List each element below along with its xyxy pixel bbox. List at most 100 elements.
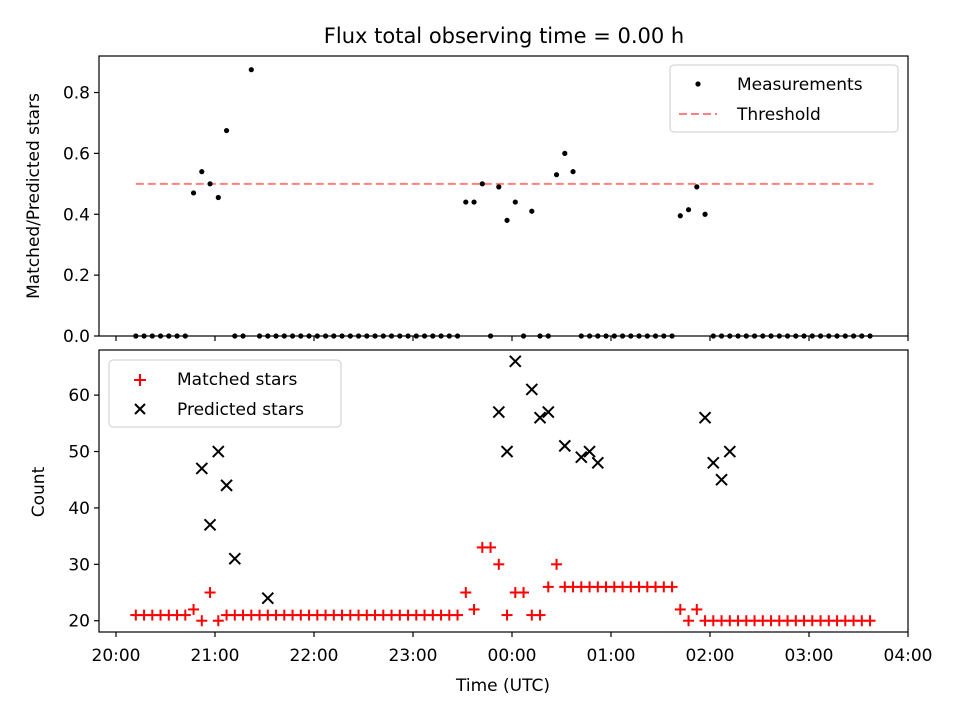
measurement-point: [677, 213, 683, 219]
predicted-star-point: [533, 411, 547, 424]
count-x-tick-label: 01:00: [587, 646, 636, 666]
count-marks: [130, 355, 876, 627]
predicted-star-point: [525, 383, 539, 396]
predicted-star-point: [583, 445, 596, 458]
ratio-panel: 0.00.20.40.60.8 Matched/Predicted stars …: [24, 55, 909, 347]
measurement-point: [215, 194, 221, 201]
predicted-star-point: [195, 462, 209, 475]
ratio-legend: Measurements Threshold: [669, 64, 899, 133]
matched-star-point: [674, 603, 686, 615]
count-y-tick-label: 20: [68, 612, 90, 632]
measurement-point: [223, 127, 230, 134]
matched-star-point: [518, 587, 530, 599]
matched-star-point: [212, 615, 224, 627]
measurement-point: [190, 190, 197, 196]
matched-star-point: [179, 609, 191, 621]
count-x-tick-label: 00:00: [488, 646, 537, 666]
measurement-point: [529, 208, 535, 214]
count-x-axis-label: Time (UTC): [455, 676, 550, 696]
measurement-point: [685, 207, 692, 213]
predicted-star-point: [723, 445, 737, 458]
predicted-star-point: [575, 450, 588, 464]
measurement-point: [512, 199, 518, 205]
count-y-tick-label: 60: [68, 386, 90, 406]
count-legend-box: [108, 359, 342, 428]
matched-star-point: [452, 609, 464, 621]
predicted-star-point: [707, 456, 720, 470]
count-y-axis-label: Count: [29, 466, 49, 517]
count-legend: Matched stars Predicted stars: [108, 359, 342, 428]
matched-star-point: [551, 558, 563, 570]
measurement-point: [570, 169, 576, 175]
count-x-tick-label: 20:00: [92, 646, 141, 666]
legend-marker-predicted: [134, 403, 146, 415]
matched-star-point: [691, 603, 703, 615]
measurement-point: [479, 181, 485, 187]
matched-star-point: [542, 581, 554, 593]
ratio-axes-frame: [98, 55, 909, 337]
count-panel: 20 30 40 50 60 Count 20:00 21:00 22:00 23:00 00:…: [29, 349, 933, 696]
measurement-point: [553, 172, 560, 178]
predicted-star-point: [591, 456, 605, 470]
predicted-star-point: [261, 591, 275, 605]
measurement-point: [562, 150, 568, 156]
predicted-star-point: [698, 411, 712, 424]
count-x-tick-label: 21:00: [191, 646, 240, 666]
predicted-star-point: [220, 479, 233, 492]
ratio-legend-box: [669, 64, 899, 133]
matched-star-point: [501, 609, 513, 621]
matched-star-point: [683, 615, 695, 627]
measurement-point: [504, 217, 510, 223]
ratio-y-tick-label: 0.2: [63, 266, 90, 286]
ratio-y-axis: 0.0 0.2 0.4 0.6 0.8: [63, 84, 99, 347]
matched-star-point: [196, 615, 208, 627]
legend-label-matched: Matched stars: [177, 370, 297, 390]
count-y-tick-label: 40: [68, 499, 90, 519]
matched-star-point: [485, 541, 497, 553]
measurement-point: [248, 67, 254, 73]
matched-star-point: [864, 615, 876, 627]
count-x-tick-label: 23:00: [389, 646, 438, 666]
ratio-y-tick-label: 0.8: [63, 84, 90, 104]
legend-marker-measurements: [695, 81, 701, 87]
count-x-tick-label: 22:00: [290, 646, 339, 666]
count-x-axis: 20:00 21:00 22:00 23:00 00:00 01:00 02:00 03:00…: [92, 632, 933, 666]
legend-label-predicted: Predicted stars: [177, 400, 304, 420]
count-y-tick-label: 50: [68, 443, 90, 463]
predicted-star-point: [203, 518, 217, 532]
chart-title: Flux total observing time = 0.00 h: [324, 24, 684, 48]
matched-star-point: [534, 609, 546, 621]
predicted-star-point: [500, 445, 514, 458]
predicted-star-point: [542, 405, 555, 419]
predicted-star-point: [715, 473, 728, 486]
matched-star-point: [493, 558, 505, 570]
measurement-point: [694, 184, 700, 190]
ratio-x-ticks: [115, 336, 909, 341]
count-y-tick-label: 30: [68, 555, 90, 575]
predicted-star-point: [228, 552, 242, 565]
count-y-axis: 20 30 40 50 60: [68, 386, 99, 632]
matched-star-point: [204, 587, 216, 599]
predicted-star-point: [509, 355, 522, 368]
legend-label-threshold: Threshold: [736, 105, 821, 125]
measurement-point: [207, 181, 213, 187]
predicted-star-point: [212, 445, 225, 458]
matched-star-point: [188, 603, 200, 615]
ratio-y-tick-label: 0.0: [63, 327, 90, 347]
count-x-tick-label: 03:00: [785, 646, 834, 666]
measurement-point: [471, 199, 477, 205]
predicted-star-point: [492, 405, 506, 419]
count-axes-frame: [98, 349, 909, 633]
ratio-y-axis-label: Matched/Predicted stars: [24, 93, 44, 299]
legend-label-measurements: Measurements: [737, 75, 863, 95]
predicted-star-point: [558, 439, 572, 453]
measurement-point: [199, 169, 205, 175]
matched-star-point: [666, 581, 678, 593]
count-x-tick-label: 04:00: [884, 646, 933, 666]
measurement-point: [496, 184, 502, 190]
measurement-point: [702, 211, 708, 217]
count-x-tick-label: 02:00: [686, 646, 735, 666]
legend-marker-matched: [134, 374, 146, 386]
matched-star-point: [460, 587, 472, 599]
